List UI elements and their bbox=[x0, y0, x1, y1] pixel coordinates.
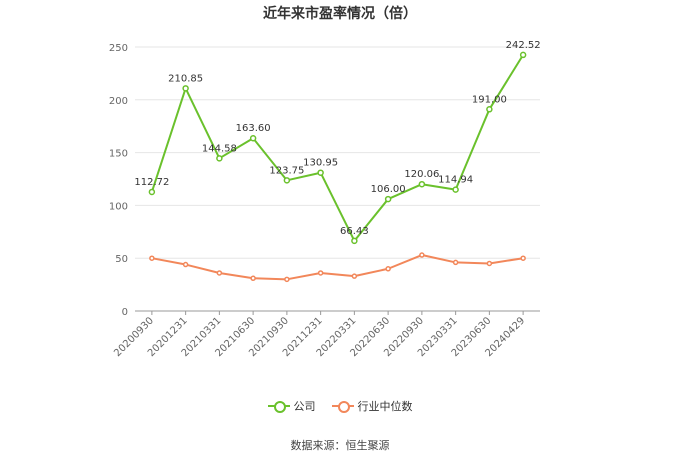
legend-item-industry-median[interactable]: 行业中位数 bbox=[331, 398, 413, 414]
industry-median-point bbox=[486, 260, 493, 267]
industry-median-point bbox=[520, 255, 526, 261]
data-label: 112.72 bbox=[134, 177, 169, 188]
company-pe-point bbox=[418, 180, 426, 188]
legend-industry-marker bbox=[331, 400, 354, 413]
company-pe-point bbox=[384, 195, 392, 203]
data-label: 191.00 bbox=[472, 94, 507, 105]
data-label: 66.43 bbox=[340, 226, 369, 237]
y-tick-label: 0 bbox=[122, 307, 128, 318]
industry-median-line bbox=[151, 254, 524, 281]
company-pe-point bbox=[317, 169, 324, 176]
y-tick-label: 100 bbox=[109, 201, 128, 212]
company-pe-point bbox=[182, 85, 189, 92]
chart-title: 近年来市盈率情况（倍） bbox=[263, 6, 417, 22]
industry-median-point bbox=[452, 259, 459, 266]
industry-median-point bbox=[216, 270, 223, 276]
industry-median-point bbox=[419, 252, 425, 258]
company-pe-point bbox=[519, 51, 527, 59]
company-pe-point bbox=[452, 186, 459, 193]
industry-median-point bbox=[182, 261, 189, 268]
legend-company-label: 公司 bbox=[293, 400, 316, 413]
y-tick-label: 250 bbox=[109, 43, 128, 54]
industry-median-point bbox=[149, 255, 155, 261]
data-label: 123.75 bbox=[269, 165, 304, 176]
company-pe-line bbox=[150, 54, 524, 242]
industry-median-point bbox=[351, 273, 358, 279]
company-pe-point bbox=[283, 177, 291, 184]
y-tick-label: 200 bbox=[109, 96, 128, 107]
data-source-note: 数据来源：恒生聚源 bbox=[290, 439, 390, 452]
company-pe-point bbox=[216, 155, 223, 162]
industry-median-point bbox=[284, 276, 290, 283]
data-label: 120.06 bbox=[404, 169, 439, 180]
data-label: 106.00 bbox=[371, 184, 406, 195]
industry-median-point bbox=[250, 275, 256, 282]
industry-median-point bbox=[385, 266, 391, 272]
y-tick-label: 50 bbox=[115, 254, 128, 265]
chart-legend: 公司 行业中位数 bbox=[0, 398, 680, 414]
industry-median-point bbox=[317, 270, 324, 276]
pe-ratio-line-chart: 0501001502002502020093020201231202103312… bbox=[109, 40, 541, 359]
y-tick-label: 150 bbox=[109, 149, 128, 160]
data-label: 163.60 bbox=[236, 123, 271, 134]
data-label: 210.85 bbox=[168, 73, 203, 84]
company-pe-point bbox=[249, 134, 257, 142]
legend-company-marker bbox=[267, 400, 290, 413]
company-pe-point bbox=[351, 237, 358, 245]
data-label: 114.94 bbox=[438, 175, 473, 186]
legend-industry-label: 行业中位数 bbox=[357, 400, 413, 413]
company-pe-point bbox=[148, 188, 156, 196]
company-pe-point bbox=[486, 106, 493, 113]
data-label: 130.95 bbox=[303, 158, 338, 169]
legend-item-company[interactable]: 公司 bbox=[267, 398, 316, 414]
data-label: 144.58 bbox=[202, 143, 237, 154]
data-label: 242.52 bbox=[506, 40, 541, 51]
